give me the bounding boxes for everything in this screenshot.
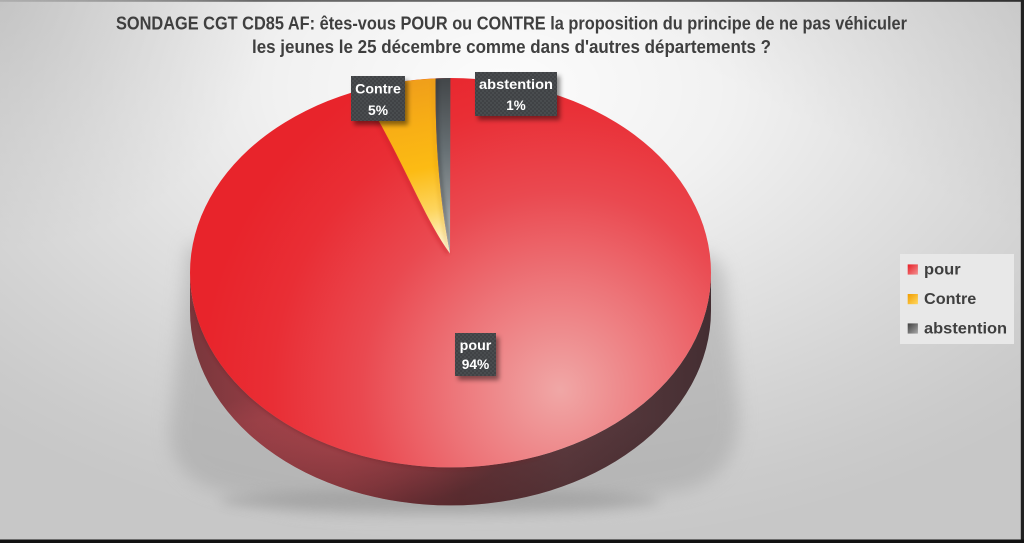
svg-text:les jeunes le 25 décembre comm: les jeunes le 25 décembre comme dans d'a…	[252, 36, 771, 57]
svg-text:5%: 5%	[368, 102, 389, 118]
svg-text:1%: 1%	[506, 97, 526, 113]
svg-text:abstention: abstention	[924, 321, 1007, 338]
svg-text:pour: pour	[924, 262, 961, 279]
svg-text:SONDAGE CGT CD85 AF: êtes-vous: SONDAGE CGT CD85 AF: êtes-vous POUR ou C…	[116, 12, 907, 33]
svg-text:94%: 94%	[462, 356, 490, 372]
svg-text:Contre: Contre	[924, 291, 976, 308]
svg-text:pour: pour	[460, 337, 492, 353]
svg-text:abstention: abstention	[479, 76, 553, 92]
svg-text:Contre: Contre	[355, 81, 401, 97]
